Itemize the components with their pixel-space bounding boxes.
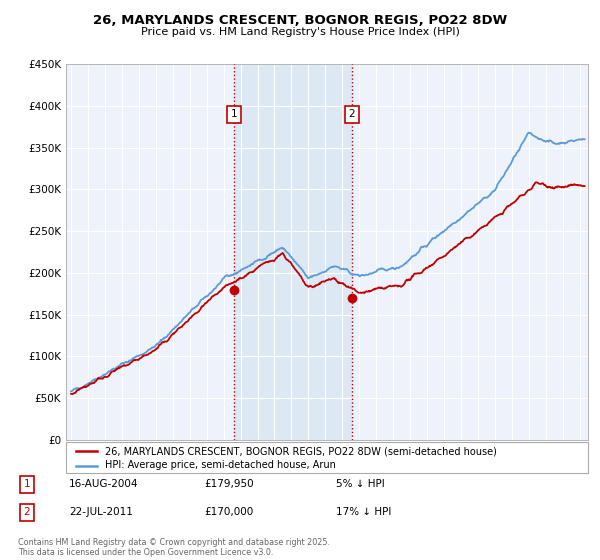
FancyBboxPatch shape [66, 442, 588, 473]
Text: £179,950: £179,950 [204, 479, 254, 489]
Text: £170,000: £170,000 [204, 507, 253, 517]
Text: 22-JUL-2011: 22-JUL-2011 [69, 507, 133, 517]
Text: 26, MARYLANDS CRESCENT, BOGNOR REGIS, PO22 8DW: 26, MARYLANDS CRESCENT, BOGNOR REGIS, PO… [93, 14, 507, 27]
Text: Price paid vs. HM Land Registry's House Price Index (HPI): Price paid vs. HM Land Registry's House … [140, 27, 460, 37]
Text: 1: 1 [23, 479, 31, 489]
Text: 26, MARYLANDS CRESCENT, BOGNOR REGIS, PO22 8DW (semi-detached house): 26, MARYLANDS CRESCENT, BOGNOR REGIS, PO… [105, 446, 497, 456]
Text: Contains HM Land Registry data © Crown copyright and database right 2025.
This d: Contains HM Land Registry data © Crown c… [18, 538, 330, 557]
Bar [234, 64, 352, 440]
Text: 2: 2 [23, 507, 31, 517]
Text: HPI: Average price, semi-detached house, Arun: HPI: Average price, semi-detached house,… [105, 460, 336, 470]
Text: 1: 1 [231, 109, 238, 119]
Text: 2: 2 [348, 109, 355, 119]
Text: 16-AUG-2004: 16-AUG-2004 [69, 479, 139, 489]
Text: 17% ↓ HPI: 17% ↓ HPI [336, 507, 391, 517]
Text: 5% ↓ HPI: 5% ↓ HPI [336, 479, 385, 489]
